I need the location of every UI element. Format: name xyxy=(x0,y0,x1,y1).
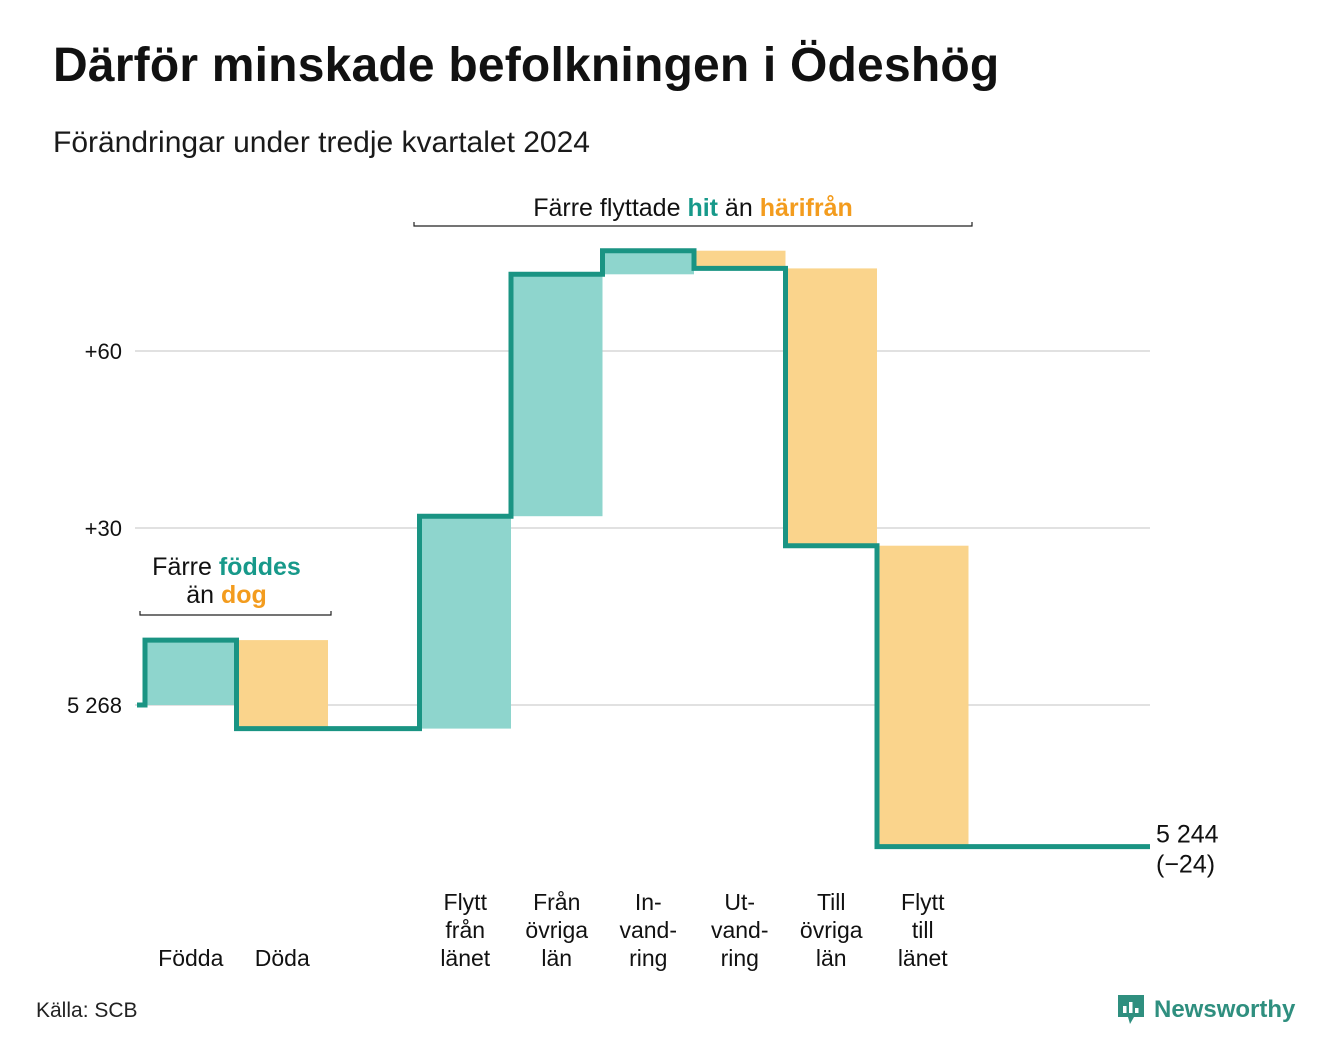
y-tick-label: 5 268 xyxy=(67,693,122,718)
waterfall-bar xyxy=(694,250,786,269)
end-change-label: (−24) xyxy=(1156,851,1215,879)
migration-bracket xyxy=(413,222,973,227)
waterfall-bar xyxy=(877,545,969,847)
category-label: övriga xyxy=(525,917,588,943)
category-label: Födda xyxy=(158,945,223,971)
brand-name: Newsworthy xyxy=(1154,996,1296,1023)
migration-annotation: Färre flyttade hit än härifrån xyxy=(533,194,853,222)
category-label: län xyxy=(816,945,847,971)
y-tick-label: +30 xyxy=(85,516,122,541)
category-label: övriga xyxy=(800,917,863,943)
newsworthy-logo-icon xyxy=(1118,995,1144,1024)
category-label: ring xyxy=(629,945,667,971)
category-label: Flytt xyxy=(444,889,488,915)
category-label: till xyxy=(912,917,934,943)
category-label: vand- xyxy=(711,917,769,943)
category-label: Döda xyxy=(255,945,310,971)
category-label: Flytt xyxy=(901,889,945,915)
waterfall-bar xyxy=(602,250,694,275)
waterfall-bar xyxy=(236,640,328,729)
cumulative-step-line xyxy=(137,248,1150,850)
births-annotation-line2: än dog xyxy=(186,581,267,609)
waterfall-bar xyxy=(511,274,603,517)
category-label: ring xyxy=(721,945,759,971)
category-label: vand- xyxy=(619,917,677,943)
y-tick-label: +60 xyxy=(85,339,122,364)
chart-title: Därför minskade befolkningen i Ödeshög xyxy=(53,39,1000,92)
category-label: Från xyxy=(533,889,580,915)
births-bracket xyxy=(139,611,332,616)
births-annotation-line1: Färre föddes xyxy=(152,553,301,581)
waterfall-bar xyxy=(419,516,511,729)
end-value-label: 5 244 xyxy=(1156,821,1219,849)
chart-subtitle: Förändringar under tredje kvartalet 2024 xyxy=(53,126,590,159)
waterfall-bar xyxy=(145,640,237,705)
category-label: Till xyxy=(817,889,846,915)
category-label: länet xyxy=(440,945,490,971)
waterfall-bar xyxy=(785,268,877,546)
category-label: länet xyxy=(898,945,948,971)
category-label: In- xyxy=(635,889,662,915)
brand-logo: Newsworthy xyxy=(1116,993,1295,1027)
source-note: Källa: SCB xyxy=(36,999,138,1022)
category-label: län xyxy=(541,945,572,971)
category-label: Ut- xyxy=(724,889,755,915)
category-label: från xyxy=(445,917,485,943)
